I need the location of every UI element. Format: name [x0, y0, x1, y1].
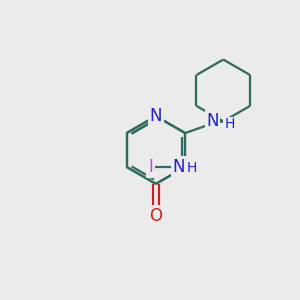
Text: O: O: [149, 207, 162, 225]
Text: N: N: [173, 158, 185, 176]
Text: H: H: [187, 160, 197, 175]
Text: N: N: [150, 107, 162, 125]
Text: I: I: [148, 158, 153, 176]
Text: H: H: [224, 117, 235, 131]
Text: N: N: [206, 112, 219, 130]
